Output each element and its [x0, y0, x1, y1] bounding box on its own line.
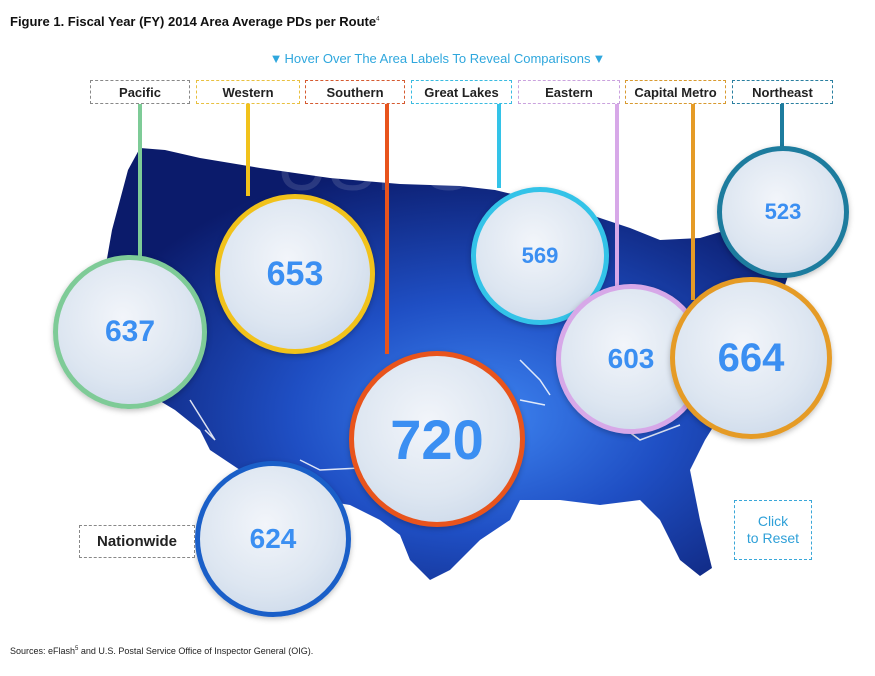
connector-western [246, 104, 250, 196]
hover-hint: ▼ Hover Over The Area Labels To Reveal Co… [0, 51, 875, 66]
connector-northeast [780, 104, 784, 148]
area-label-northeast[interactable]: Northeast [732, 80, 833, 104]
value-eastern: 603 [607, 343, 655, 374]
reset-button[interactable]: Click to Reset [734, 500, 812, 560]
bubble-capital-metro: 664 [670, 277, 832, 439]
area-label-eastern[interactable]: Eastern [518, 80, 620, 104]
connector-southern [385, 104, 389, 354]
connector-pacific [138, 104, 142, 258]
down-arrow-icon: ▼ [269, 51, 283, 66]
bubble-southern: 720 [349, 351, 525, 527]
bubble-nationwide: 624 [195, 461, 351, 617]
value-western: 653 [266, 254, 324, 293]
bubble-northeast: 523 [717, 146, 849, 278]
area-label-great-lakes[interactable]: Great Lakes [411, 80, 512, 104]
value-great-lakes: 569 [521, 243, 559, 268]
sources-prefix: Sources: eFlash [10, 646, 76, 656]
figure-title: Figure 1. Fiscal Year (FY) 2014 Area Ave… [10, 14, 379, 29]
value-northeast: 523 [764, 199, 802, 224]
value-pacific: 637 [104, 315, 156, 348]
title-footnote: 4 [376, 16, 380, 23]
area-label-western[interactable]: Western [196, 80, 300, 104]
reset-line2: to Reset [746, 530, 800, 546]
sources-suffix: and U.S. Postal Service Office of Inspec… [78, 646, 314, 656]
area-label-southern[interactable]: Southern [305, 80, 405, 104]
area-label-capital-metro[interactable]: Capital Metro [625, 80, 726, 104]
area-label-pacific[interactable]: Pacific [90, 80, 190, 104]
bubble-pacific: 637 [53, 255, 207, 409]
value-nationwide: 624 [249, 523, 297, 554]
down-arrow-icon: ▼ [592, 51, 606, 66]
reset-line1: Click [757, 513, 789, 529]
figure-title-text: Figure 1. Fiscal Year (FY) 2014 Area Ave… [10, 14, 377, 29]
connector-eastern [615, 104, 619, 286]
value-southern: 720 [390, 407, 484, 471]
connector-capital-metro [691, 104, 695, 300]
connector-great-lakes [497, 104, 501, 188]
value-capital-metro: 664 [717, 335, 785, 380]
bubble-western: 653 [215, 194, 375, 354]
sources-footnote: 5 [75, 646, 79, 652]
sources-note: Sources: eFlash5 and U.S. Postal Service… [10, 646, 313, 656]
hover-hint-text: Hover Over The Area Labels To Reveal Com… [284, 51, 591, 66]
nationwide-label[interactable]: Nationwide [79, 525, 195, 558]
